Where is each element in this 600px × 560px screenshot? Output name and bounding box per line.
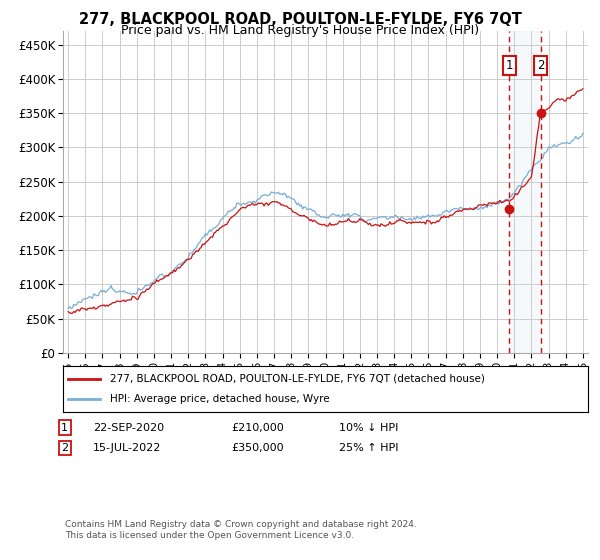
Text: 10% ↓ HPI: 10% ↓ HPI — [339, 423, 398, 433]
Text: Contains HM Land Registry data © Crown copyright and database right 2024.
This d: Contains HM Land Registry data © Crown c… — [65, 520, 416, 540]
Text: 25% ↑ HPI: 25% ↑ HPI — [339, 443, 398, 453]
Text: 277, BLACKPOOL ROAD, POULTON-LE-FYLDE, FY6 7QT (detached house): 277, BLACKPOOL ROAD, POULTON-LE-FYLDE, F… — [110, 374, 485, 384]
Text: 22-SEP-2020: 22-SEP-2020 — [93, 423, 164, 433]
Bar — [509, 31, 541, 353]
Text: £350,000: £350,000 — [231, 443, 284, 453]
Text: 15-JUL-2022: 15-JUL-2022 — [93, 443, 161, 453]
Text: 1: 1 — [506, 59, 513, 72]
Text: HPI: Average price, detached house, Wyre: HPI: Average price, detached house, Wyre — [110, 394, 330, 404]
Text: 277, BLACKPOOL ROAD, POULTON-LE-FYLDE, FY6 7QT: 277, BLACKPOOL ROAD, POULTON-LE-FYLDE, F… — [79, 12, 521, 27]
Text: Price paid vs. HM Land Registry's House Price Index (HPI): Price paid vs. HM Land Registry's House … — [121, 24, 479, 36]
Text: 1: 1 — [61, 423, 68, 433]
Text: 2: 2 — [61, 443, 68, 453]
Text: 2: 2 — [537, 59, 544, 72]
Text: £210,000: £210,000 — [231, 423, 284, 433]
